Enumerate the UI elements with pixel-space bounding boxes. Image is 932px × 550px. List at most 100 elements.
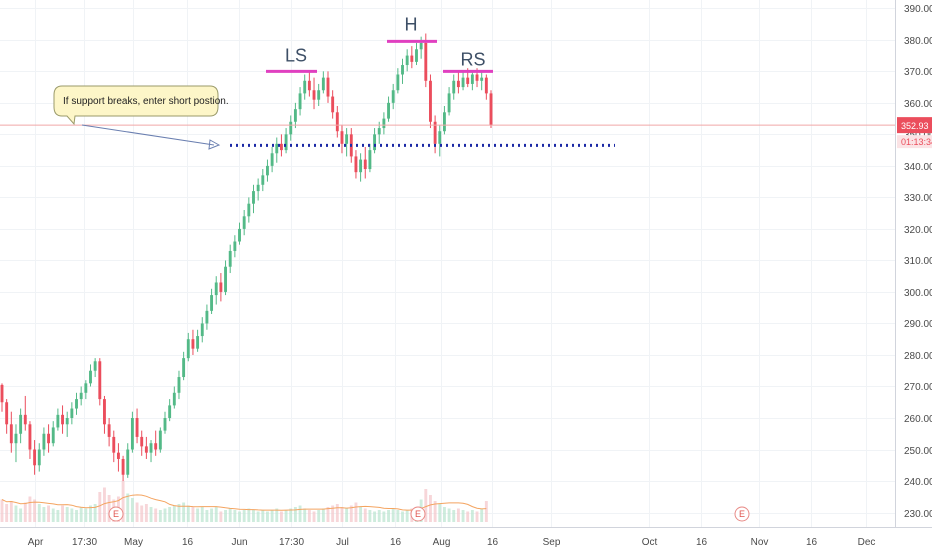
y-tick-label: 370.00 xyxy=(904,67,932,78)
volume-bar xyxy=(354,502,358,522)
volume-bar xyxy=(93,504,97,522)
volume-bar xyxy=(84,508,88,522)
volume-bar xyxy=(373,511,377,522)
candle-body xyxy=(196,336,200,349)
candle-body xyxy=(233,241,237,251)
candle-body xyxy=(242,216,246,229)
x-tick-label: Dec xyxy=(858,537,876,548)
x-tick-label: Aug xyxy=(433,537,451,548)
y-tick-label: 260.00 xyxy=(904,414,932,425)
candle-body xyxy=(89,370,92,384)
volume-bar xyxy=(252,510,255,522)
volume-bar xyxy=(200,507,204,522)
candle-body xyxy=(5,402,9,425)
volume-bar xyxy=(205,510,209,522)
volume-bar xyxy=(154,508,158,522)
y-tick-label: 270.00 xyxy=(904,382,932,393)
volume-bar xyxy=(461,510,465,522)
volume-bar xyxy=(279,511,283,522)
candle-body xyxy=(298,93,302,110)
y-tick-label: 360.00 xyxy=(904,99,932,110)
volume-bar xyxy=(23,502,27,522)
x-tick-label: May xyxy=(124,537,143,548)
candle-body xyxy=(331,96,335,113)
volume-bar xyxy=(182,502,186,522)
volume-bar xyxy=(275,508,279,522)
candle-body xyxy=(135,418,139,437)
y-tick-label: 240.00 xyxy=(904,477,932,488)
volume-bar xyxy=(475,511,479,522)
candle-body xyxy=(275,143,279,154)
candle-body xyxy=(410,55,414,62)
volume-bar xyxy=(307,510,311,522)
candle-body xyxy=(368,150,372,170)
volume-bar xyxy=(107,495,111,522)
candle-body xyxy=(126,449,130,475)
volume-bar xyxy=(331,505,335,522)
candle-body xyxy=(219,282,223,292)
volume-bar xyxy=(126,493,130,522)
volume-bar xyxy=(382,511,386,522)
candle-body xyxy=(103,399,106,425)
candle-body xyxy=(354,156,358,173)
price-countdown: 01:13:34 xyxy=(901,137,932,147)
volume-bar xyxy=(172,505,176,522)
candle-body xyxy=(98,361,102,400)
volume-bar xyxy=(177,504,181,522)
candle-body xyxy=(401,65,404,75)
volume-bar xyxy=(56,510,60,522)
candle-body xyxy=(484,77,488,94)
callout-arrow-line xyxy=(81,124,215,146)
candle-body xyxy=(317,90,321,100)
volume-bar xyxy=(368,510,372,522)
x-tick-label: 17:30 xyxy=(279,537,304,548)
y-tick-label: 290.00 xyxy=(904,319,932,330)
volume-bar xyxy=(135,502,139,522)
volume-bar xyxy=(261,510,265,522)
candle-body xyxy=(116,452,120,459)
candle-body xyxy=(447,93,451,113)
candle-body xyxy=(149,443,153,453)
candle-body xyxy=(70,408,74,418)
candle-body xyxy=(433,121,437,144)
candle-body xyxy=(303,80,307,94)
volume-bar xyxy=(42,507,46,522)
volume-bar xyxy=(228,508,232,522)
x-tick-label: Oct xyxy=(642,537,658,548)
volume-bar xyxy=(270,510,274,522)
volume-bar xyxy=(470,510,474,522)
candle-body xyxy=(158,430,162,450)
volume-bar xyxy=(312,511,316,522)
earnings-marker-label: E xyxy=(415,509,421,519)
volume-bar xyxy=(103,487,106,522)
volume-series xyxy=(0,480,488,522)
earnings-marker xyxy=(410,506,426,522)
candle-body xyxy=(442,112,446,132)
volume-bar xyxy=(186,505,190,522)
volume-bar xyxy=(224,510,227,522)
candle-body xyxy=(391,90,395,103)
candle-body xyxy=(224,266,227,292)
candle-body xyxy=(359,159,363,173)
volume-bar xyxy=(163,508,167,522)
candle-body xyxy=(168,405,172,418)
volume-bar xyxy=(65,507,69,522)
drawings: LS H RS If support breaks, enter short post… xyxy=(0,14,895,522)
x-tick-label: 16 xyxy=(696,537,708,548)
price-label-box xyxy=(897,117,932,134)
candle-body xyxy=(238,228,241,242)
volume-bar xyxy=(284,510,288,522)
candle-body xyxy=(289,121,293,135)
y-tick-label: 390.00 xyxy=(904,4,932,15)
volume-bar xyxy=(447,508,451,522)
candle-body xyxy=(252,191,255,204)
y-tick-label: 230.00 xyxy=(904,509,932,520)
volume-bar xyxy=(480,508,484,522)
candle-body xyxy=(247,203,251,217)
volume-bar xyxy=(363,508,367,522)
volume-bar xyxy=(47,505,51,522)
candle-body xyxy=(387,102,390,119)
volume-bar xyxy=(89,505,92,522)
